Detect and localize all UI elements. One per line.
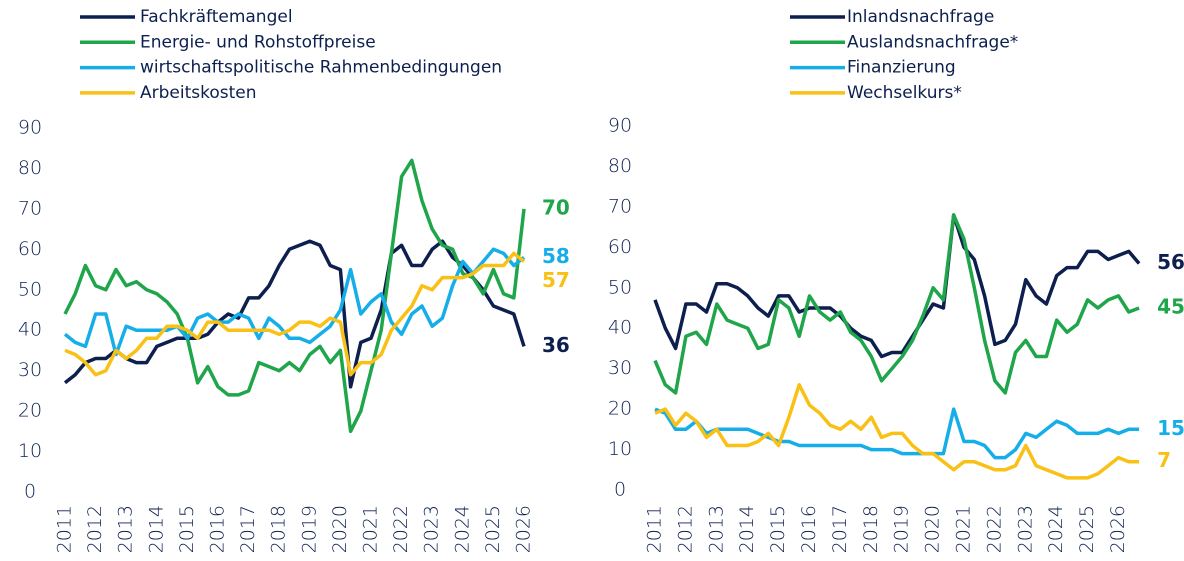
legend-label: Inlandsnachfrage xyxy=(847,7,994,27)
x-tick-label: 2020 xyxy=(922,505,944,553)
y-tick-label: 50 xyxy=(608,276,632,298)
series-line xyxy=(63,158,526,434)
x-tick-label: 2012 xyxy=(674,505,696,553)
x-tick-label: 2022 xyxy=(390,505,412,553)
x-tick-label: 2021 xyxy=(953,505,975,553)
y-tick-label: 20 xyxy=(608,398,632,420)
x-tick-label: 2014 xyxy=(145,505,167,553)
y-tick-label: 50 xyxy=(18,278,42,300)
series-line xyxy=(654,407,1140,460)
x-tick-label: 2012 xyxy=(84,505,106,553)
y-tick-label: 70 xyxy=(18,197,42,219)
x-tick-label: 2019 xyxy=(891,505,913,553)
legend-label: Auslandsnachfrage* xyxy=(847,32,1018,52)
end-label: 58 xyxy=(542,244,570,268)
x-tick-label: 2022 xyxy=(983,505,1005,553)
x-tick-label: 2016 xyxy=(798,505,820,553)
end-label: 57 xyxy=(542,268,570,292)
y-tick-label: 80 xyxy=(608,155,632,177)
x-tick-label: 2016 xyxy=(207,505,229,553)
end-label: 7 xyxy=(1157,448,1171,472)
x-tick-label: 2023 xyxy=(421,505,443,553)
legend-label: Wechselkurs* xyxy=(847,83,962,103)
end-label: 15 xyxy=(1157,416,1184,440)
series-line xyxy=(63,247,526,357)
y-tick-label: 40 xyxy=(608,317,632,339)
legend-label: Finanzierung xyxy=(847,58,956,78)
y-tick-label: 30 xyxy=(608,357,632,379)
x-tick-label: 2015 xyxy=(176,505,198,553)
legend-label: wirtschaftspolitische Rahmenbedingungen xyxy=(140,58,502,78)
x-tick-label: 2018 xyxy=(860,505,882,553)
y-tick-label: 30 xyxy=(18,359,42,381)
series-line xyxy=(64,251,526,377)
y-tick-label: 10 xyxy=(608,438,632,460)
x-tick-label: 2026 xyxy=(1107,505,1129,553)
legend-label: Fachkräftemangel xyxy=(140,7,293,27)
y-tick-label: 80 xyxy=(18,157,42,179)
y-tick-label: 90 xyxy=(608,115,632,137)
y-tick-label: 20 xyxy=(18,400,42,422)
x-tick-label: 2015 xyxy=(767,505,789,553)
x-tick-label: 2017 xyxy=(829,505,851,553)
x-tick-label: 2019 xyxy=(298,505,320,553)
end-label: 56 xyxy=(1157,250,1184,274)
end-label: 36 xyxy=(542,333,570,357)
y-tick-label: 0 xyxy=(24,481,36,503)
x-tick-label: 2023 xyxy=(1014,505,1036,553)
y-tick-label: 70 xyxy=(608,195,632,217)
x-tick-label: 2013 xyxy=(705,505,727,553)
y-tick-label: 60 xyxy=(18,238,42,260)
series-line xyxy=(653,213,1141,359)
y-tick-label: 0 xyxy=(614,479,626,501)
x-tick-label: 2018 xyxy=(268,505,290,553)
x-tick-label: 2014 xyxy=(736,505,758,553)
x-tick-label: 2021 xyxy=(360,505,382,553)
x-tick-label: 2011 xyxy=(644,505,666,553)
y-tick-label: 40 xyxy=(18,319,42,341)
legend-label: Energie- und Rohstoffpreise xyxy=(140,32,376,52)
x-tick-label: 2020 xyxy=(329,505,351,553)
x-tick-label: 2017 xyxy=(237,505,259,553)
end-label: 70 xyxy=(542,195,570,219)
x-tick-label: 2025 xyxy=(1076,505,1098,553)
legend-label: Arbeitskosten xyxy=(140,83,257,103)
y-tick-label: 60 xyxy=(608,236,632,258)
series-line xyxy=(654,383,1140,480)
end-label: 45 xyxy=(1157,295,1184,319)
y-tick-label: 90 xyxy=(18,117,42,139)
x-tick-label: 2026 xyxy=(513,505,535,553)
y-tick-label: 10 xyxy=(18,440,42,462)
series-line xyxy=(63,239,526,389)
x-tick-label: 2025 xyxy=(482,505,504,553)
series-line xyxy=(653,213,1140,395)
x-tick-label: 2011 xyxy=(54,505,76,553)
x-tick-label: 2024 xyxy=(451,505,473,553)
x-tick-label: 2013 xyxy=(115,505,137,553)
x-tick-label: 2024 xyxy=(1045,505,1067,553)
